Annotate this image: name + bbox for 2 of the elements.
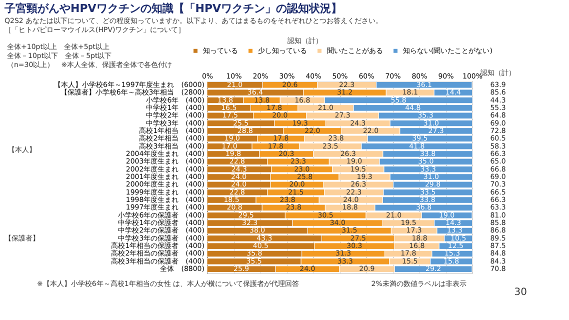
chart-title: 子宮頸がんやHPVワクチンの知識【「HPVワクチン」の認知状況】 (4, 2, 342, 15)
text: 30 (514, 287, 527, 298)
